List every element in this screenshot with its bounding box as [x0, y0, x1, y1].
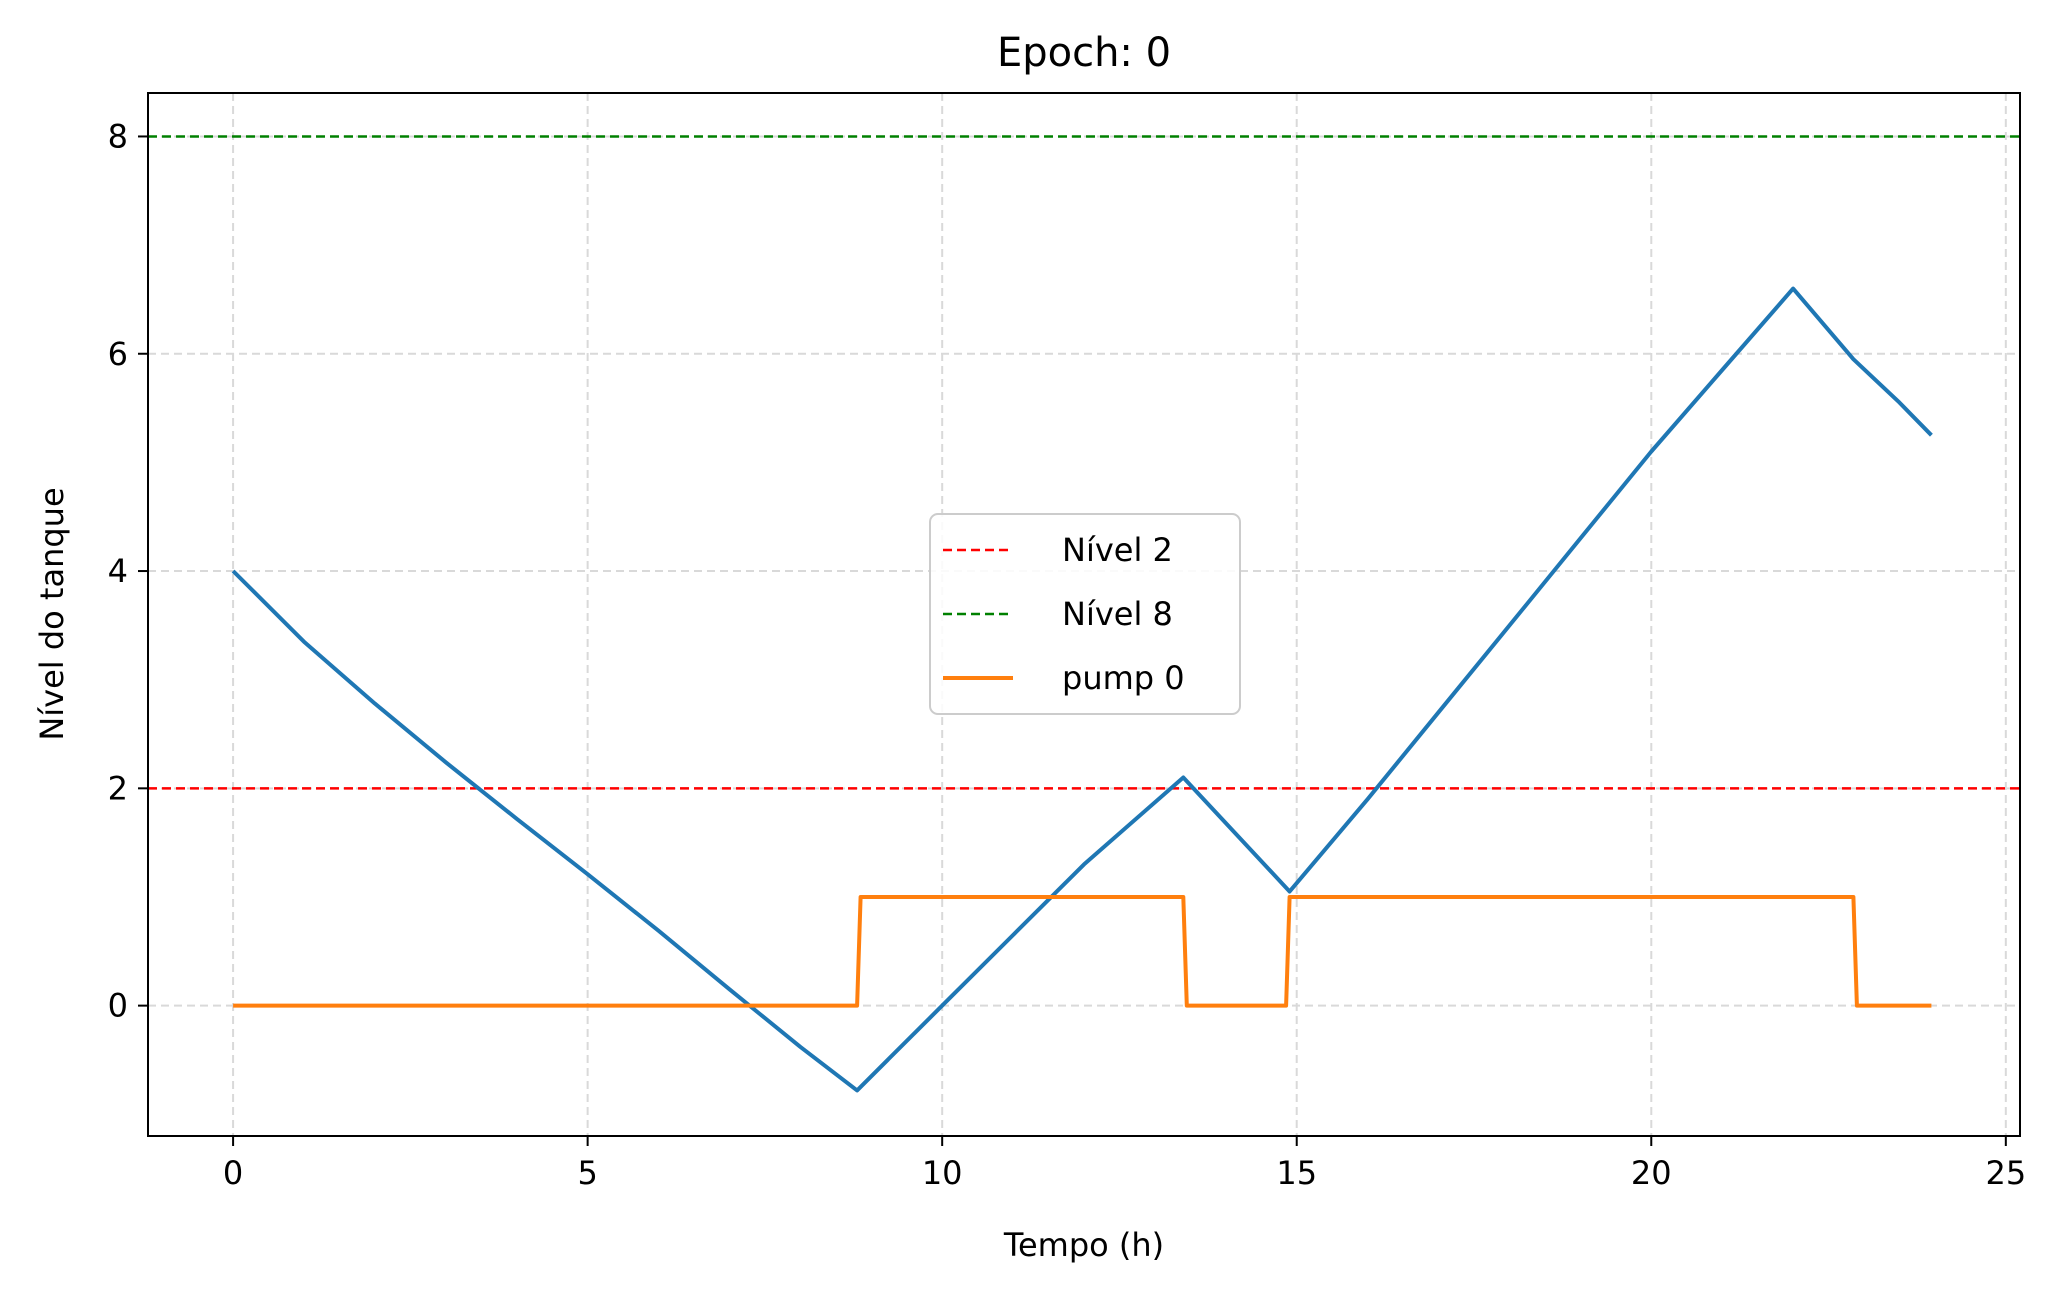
x-axis-label: Tempo (h) — [1003, 1226, 1164, 1264]
x-tick-label: 15 — [1276, 1154, 1317, 1192]
legend-label-nivel-8: Nível 8 — [1062, 595, 1173, 633]
legend-box — [929, 513, 1241, 715]
x-tick-label: 0 — [223, 1154, 243, 1192]
x-tick-label: 25 — [1985, 1154, 2026, 1192]
y-tick-label: 6 — [108, 335, 128, 373]
x-tick-label: 20 — [1631, 1154, 1672, 1192]
x-tick-label: 5 — [577, 1154, 597, 1192]
y-tick-label: 0 — [108, 987, 128, 1025]
legend: Nível 2 Nível 8 pump 0 — [929, 513, 1241, 715]
legend-label-nivel-2: Nível 2 — [1062, 531, 1173, 569]
y-tick-label: 8 — [108, 117, 128, 155]
y-tick-label: 2 — [108, 769, 128, 807]
legend-label-pump-0: pump 0 — [1062, 659, 1185, 697]
y-axis-label: Nível do tanque — [33, 487, 71, 740]
series-line-0 — [231, 286, 1933, 1093]
plot-frame — [147, 92, 2021, 1137]
axis-ticks: 0 5 10 15 20 25 0 2 4 6 8 — [108, 117, 2027, 1192]
chart-title: Epoch: 0 — [997, 30, 1171, 76]
series-line-1 — [233, 895, 1932, 1008]
x-tick-label: 10 — [922, 1154, 963, 1192]
reference-lines — [148, 135, 2020, 790]
y-tick-label: 4 — [108, 552, 128, 590]
series-lines — [231, 286, 1933, 1093]
